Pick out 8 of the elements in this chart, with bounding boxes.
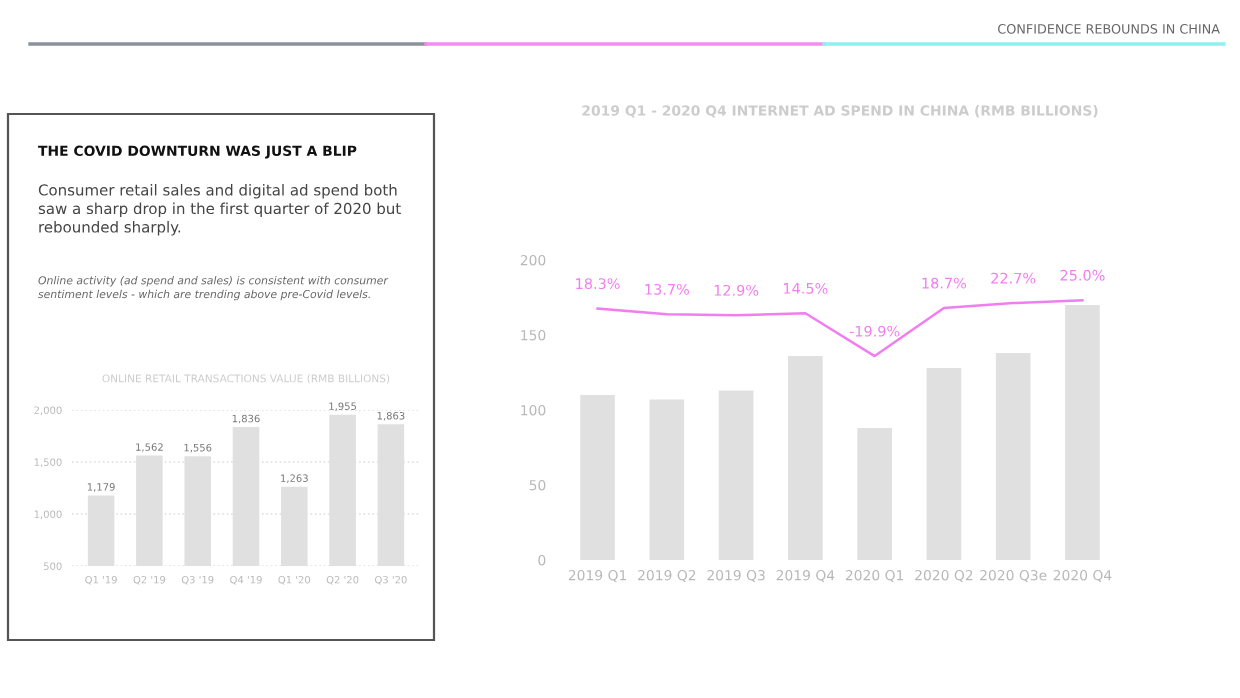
bar: [718, 390, 754, 560]
bar: [649, 399, 685, 560]
bar: [857, 428, 892, 560]
bar: [788, 356, 823, 560]
bar: [995, 353, 1031, 560]
bar: [926, 368, 962, 560]
bar: [580, 395, 615, 560]
bar: [1065, 305, 1100, 560]
